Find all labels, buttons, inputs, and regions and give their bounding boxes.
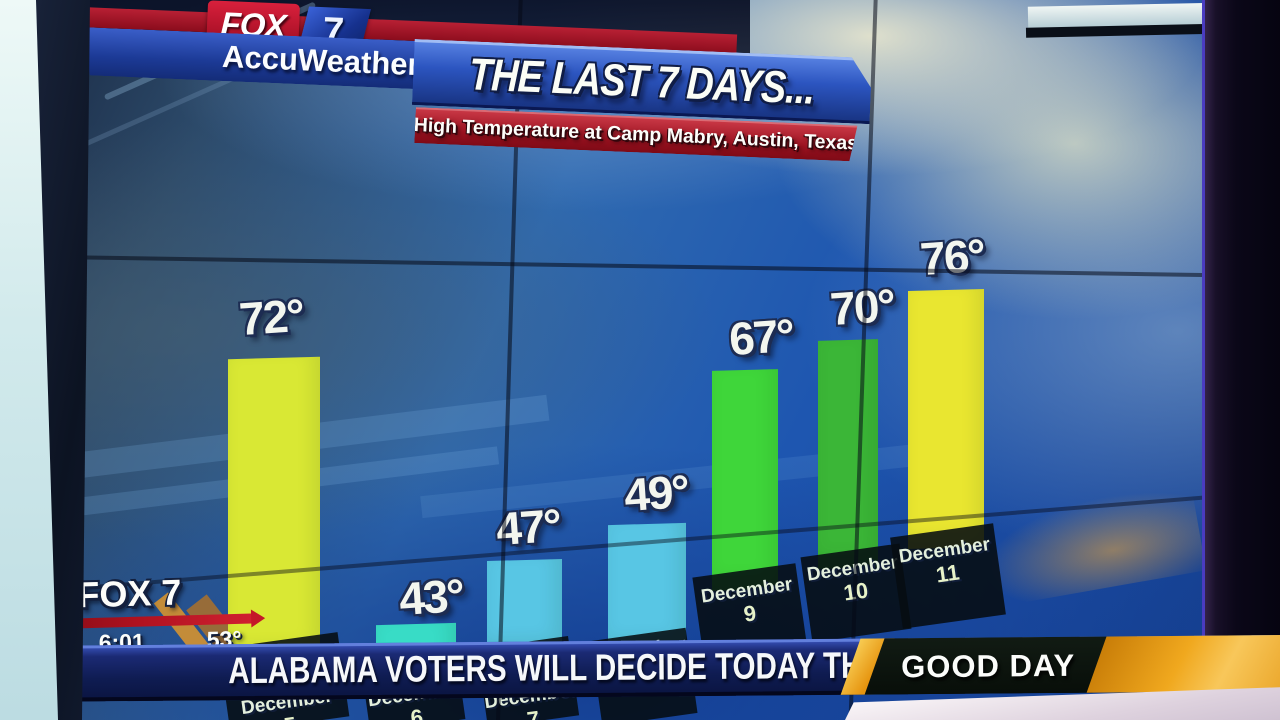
news-ticker: ALABAMA VOTERS WILL DECIDE TODAY THE FAT… bbox=[20, 634, 1280, 702]
chart-title: THE LAST 7 DAYS... bbox=[468, 48, 816, 114]
show-branding-panel: GOOD DAY bbox=[862, 634, 1114, 701]
temp-value-label: 67° bbox=[727, 308, 795, 366]
temp-value-label: 76° bbox=[918, 228, 986, 286]
station-bug-logo: FOX 7 bbox=[76, 571, 182, 616]
temp-value-label: 72° bbox=[237, 288, 305, 346]
temp-bar bbox=[908, 288, 984, 550]
temp-bar bbox=[818, 339, 878, 569]
ticker-headline: ALABAMA VOTERS WILL DECIDE TODAY THE FAT… bbox=[228, 643, 965, 692]
temp-bar bbox=[712, 369, 778, 591]
show-name: GOOD DAY bbox=[901, 647, 1076, 685]
temp-value-label: 49° bbox=[622, 464, 690, 522]
temp-value-label: 43° bbox=[397, 568, 465, 626]
date-label-box: December 11 bbox=[890, 523, 1006, 629]
accuweather-text: AccuWeather bbox=[221, 38, 421, 83]
studio-right-edge bbox=[1202, 0, 1280, 720]
